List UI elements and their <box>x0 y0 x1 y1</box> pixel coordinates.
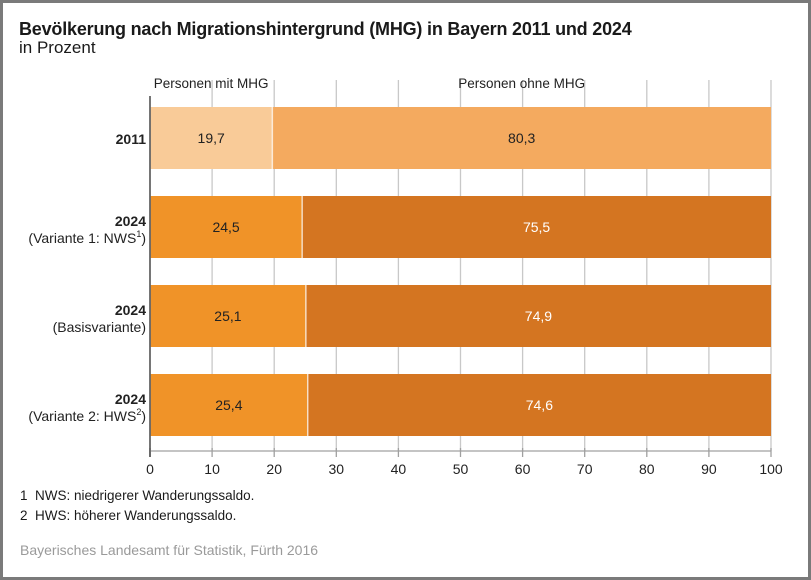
data-label: 25,4 <box>215 397 242 413</box>
category-label: 2024 <box>115 302 146 318</box>
x-tick-label: 30 <box>329 461 345 477</box>
bar-mit-mhg <box>150 107 273 169</box>
source-note: Bayerisches Landesamt für Statistik, Für… <box>20 542 319 558</box>
data-label: 74,9 <box>525 308 552 324</box>
bar-mit-mhg <box>150 374 308 436</box>
bar-ohne-mhg <box>302 196 771 258</box>
legend-ohne-mhg: Personen ohne MHG <box>458 76 585 91</box>
x-tick-label: 100 <box>759 461 783 477</box>
bar-ohne-mhg <box>305 285 771 347</box>
x-tick-label: 20 <box>266 461 282 477</box>
data-label: 74,6 <box>526 397 553 413</box>
x-tick-label: 70 <box>577 461 593 477</box>
category-sublabel: (Variante 1: NWS1) <box>28 229 146 246</box>
chart-title: Bevölkerung nach Migrationshintergrund (… <box>19 19 632 39</box>
x-tick-label: 0 <box>146 461 154 477</box>
footnote-number: 2 <box>20 508 28 523</box>
x-tick-label: 60 <box>515 461 531 477</box>
chart-subtitle: in Prozent <box>19 38 96 57</box>
bar-ohne-mhg <box>272 107 771 169</box>
legend-mit-mhg: Personen mit MHG <box>154 76 269 91</box>
footnote-text: HWS: höherer Wanderungssaldo. <box>35 508 237 523</box>
category-sublabel: (Variante 2: HWS2) <box>28 407 146 424</box>
category-label: 2024 <box>115 213 146 229</box>
x-tick-label: 80 <box>639 461 655 477</box>
data-label: 24,5 <box>212 219 239 235</box>
data-label: 80,3 <box>508 130 535 146</box>
bar-ohne-mhg <box>307 374 771 436</box>
category-label: 2011 <box>116 131 147 147</box>
footnote-ref: 1 <box>136 229 141 239</box>
data-label: 25,1 <box>214 308 241 324</box>
category-sublabel: (Basisvariante) <box>53 319 146 335</box>
bar-mit-mhg <box>150 196 303 258</box>
category-label: 2024 <box>115 391 146 407</box>
footnote-text: NWS: niedrigerer Wanderungssaldo. <box>35 488 255 503</box>
footnote-2: 2 HWS: höherer Wanderungssaldo. <box>20 508 236 523</box>
footnote-1: 1 NWS: niedrigerer Wanderungssaldo. <box>20 488 254 503</box>
bar-mit-mhg <box>150 285 306 347</box>
footnote-ref: 2 <box>136 407 141 417</box>
footnote-number: 1 <box>20 488 28 503</box>
data-label: 75,5 <box>523 219 550 235</box>
x-tick-label: 10 <box>204 461 220 477</box>
x-tick-label: 90 <box>701 461 717 477</box>
x-tick-label: 50 <box>453 461 469 477</box>
x-tick-label: 40 <box>391 461 407 477</box>
data-label: 19,7 <box>198 130 225 146</box>
